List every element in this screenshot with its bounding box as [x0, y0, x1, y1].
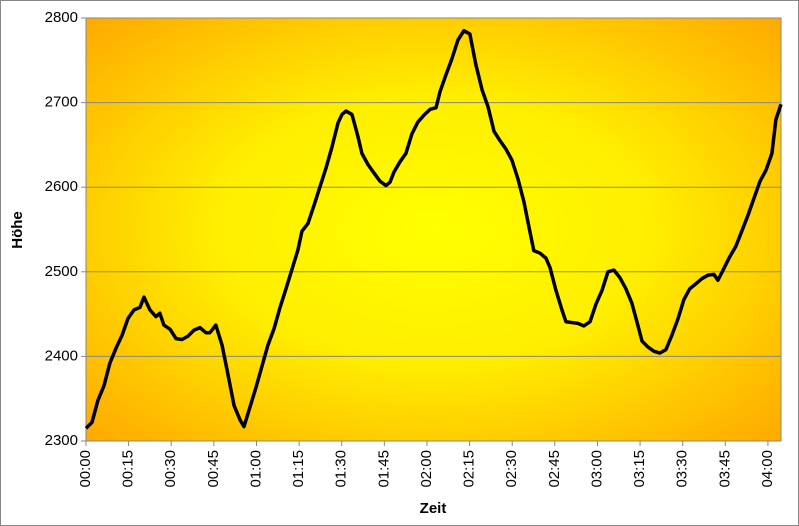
y-tick-label: 2800 — [45, 9, 78, 26]
x-tick-label: 00:45 — [205, 450, 222, 488]
data-line — [84, 28, 783, 430]
x-tick-label: 04:00 — [759, 450, 776, 488]
x-tick-label: 02:45 — [546, 450, 563, 488]
y-tick-label: 2400 — [45, 347, 78, 364]
y-tick-label: 2500 — [45, 263, 78, 280]
x-axis-title: Zeit — [420, 500, 447, 517]
y-tick-label: 2300 — [45, 432, 78, 449]
x-tick-label: 01:00 — [247, 450, 264, 488]
x-tick-label: 03:30 — [674, 450, 691, 488]
x-tick-label: 03:15 — [631, 450, 648, 488]
x-tick-label: 02:15 — [461, 450, 478, 488]
x-tick-label: 02:00 — [418, 450, 435, 488]
x-tick-label: 00:15 — [120, 450, 137, 488]
y-tick-label: 2600 — [45, 178, 78, 195]
x-tick-label: 01:30 — [333, 450, 350, 488]
y-axis-title: Höhe — [9, 211, 26, 249]
plot-area — [85, 17, 782, 442]
x-tick-label: 03:45 — [716, 450, 733, 488]
y-tick-label: 2700 — [45, 94, 78, 111]
x-tick-label: 01:15 — [290, 450, 307, 488]
x-tick-label: 01:45 — [375, 450, 392, 488]
x-tick-label: 00:00 — [77, 450, 94, 488]
x-tick-label: 02:30 — [503, 450, 520, 488]
x-tick-label: 03:00 — [588, 450, 605, 488]
x-tick-label: 00:30 — [162, 450, 179, 488]
